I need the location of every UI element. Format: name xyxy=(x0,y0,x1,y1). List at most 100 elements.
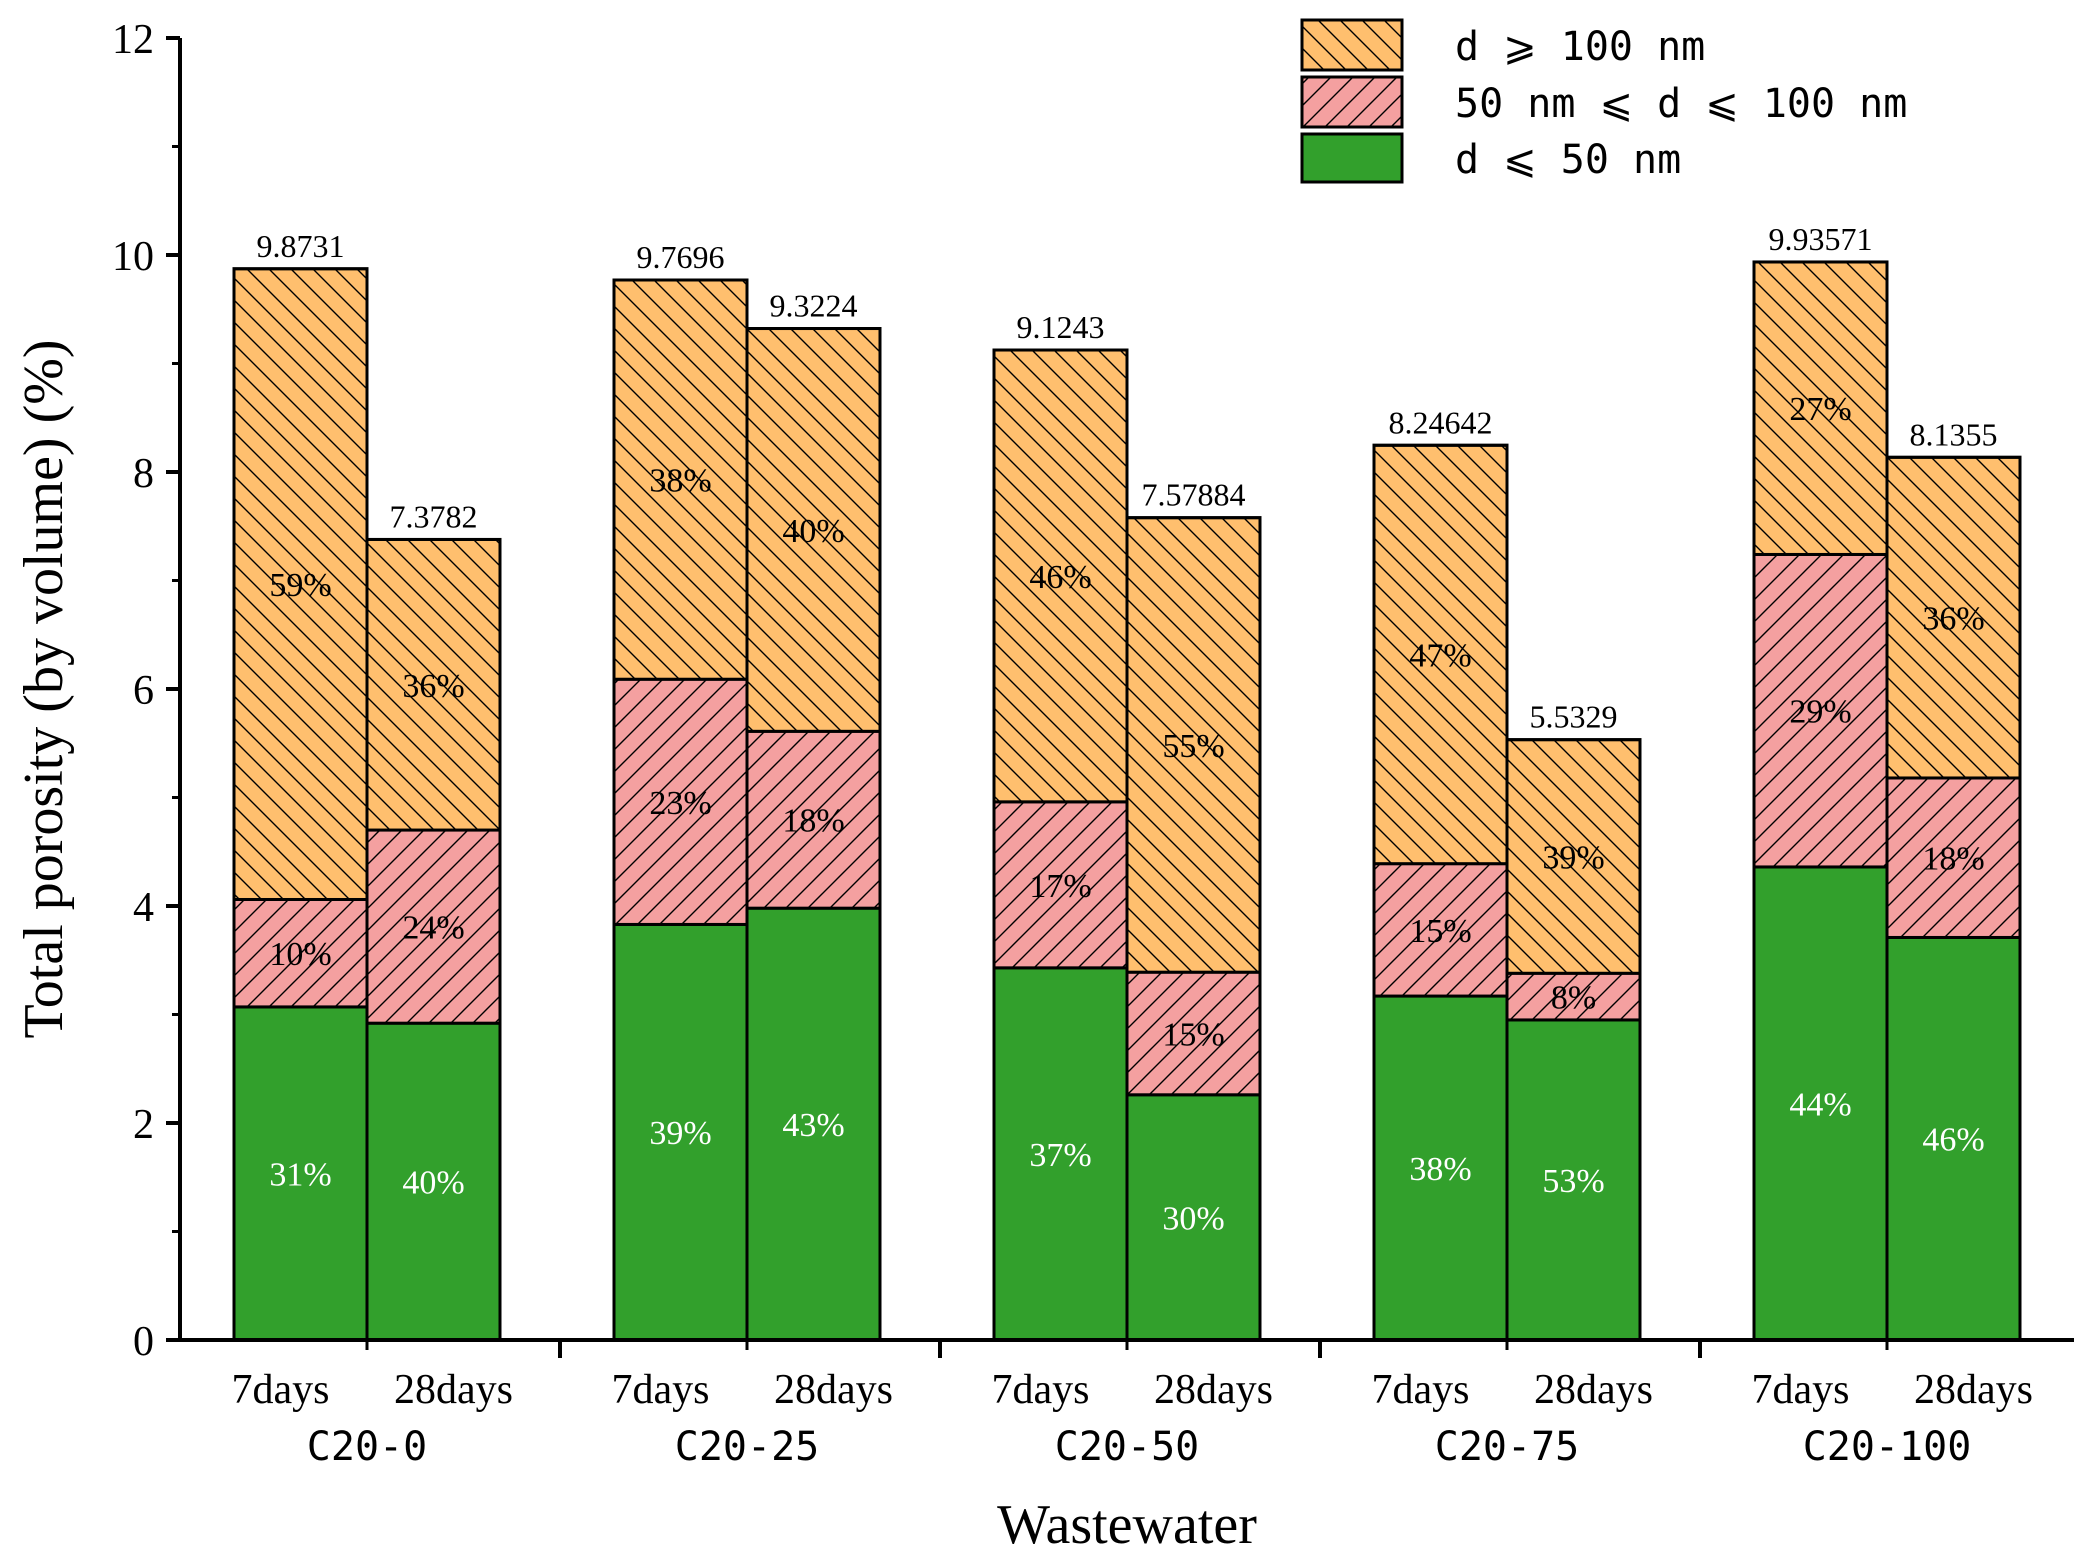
segment-percent-label: 18% xyxy=(1922,841,1984,878)
y-axis: 0 2 4 6 8 10 12 xyxy=(112,17,180,1365)
bar-segment xyxy=(1125,1093,1262,1342)
bar-age-label: 7days xyxy=(232,1367,330,1413)
bar-total-label: 7.57884 xyxy=(1142,477,1246,513)
y-tick-label: 0 xyxy=(133,1319,154,1365)
bar-total-label: 9.1243 xyxy=(1017,309,1105,345)
y-tick-label: 8 xyxy=(133,451,154,497)
bar-total-label: 8.1355 xyxy=(1910,416,1998,452)
y-tick-label: 2 xyxy=(133,1102,154,1148)
legend-label-large-pores: d ⩾ 100 nm xyxy=(1455,24,1705,70)
legend-swatch-medium-pores-hatch xyxy=(1302,77,1402,127)
segment-percent-label: 43% xyxy=(782,1107,844,1144)
bar-segment-hatch xyxy=(747,731,880,909)
bar-segment xyxy=(1372,994,1509,1342)
segment-percent-label: 38% xyxy=(1409,1151,1471,1188)
bar-segment-hatch xyxy=(1887,777,2020,938)
y-tick-label: 6 xyxy=(133,668,154,714)
x-axis-title: Wastewater xyxy=(997,1494,1257,1556)
segment-percent-label: 46% xyxy=(1029,559,1091,596)
group-label: C20-75 xyxy=(1435,1424,1580,1470)
bar-total-label: 9.93571 xyxy=(1769,221,1873,257)
bar-segment-hatch xyxy=(1374,445,1507,864)
bar-segment-hatch xyxy=(1887,457,2020,778)
bar-segment-hatch xyxy=(234,899,367,1007)
legend: d ⩾ 100 nm 50 nm ⩽ d ⩽ 100 nm d ⩽ 50 nm xyxy=(1300,18,1907,184)
bar-segment xyxy=(232,1005,369,1342)
bar-segment-hatch xyxy=(747,328,880,732)
bar-total-label: 7.3782 xyxy=(390,498,478,534)
segment-percent-label: 47% xyxy=(1409,637,1471,674)
segment-percent-label: 8% xyxy=(1551,980,1596,1017)
segment-percent-label: 29% xyxy=(1789,694,1851,731)
group-label: C20-25 xyxy=(675,1424,820,1470)
legend-label-small-pores: d ⩽ 50 nm xyxy=(1455,137,1681,183)
segment-percent-label: 40% xyxy=(402,1165,464,1202)
group-label: C20-0 xyxy=(307,1424,427,1470)
bar-segment-hatch xyxy=(1507,739,1640,974)
segment-percent-label: 37% xyxy=(1029,1137,1091,1174)
y-tick-label: 4 xyxy=(133,885,154,931)
bar-total-label: 5.5329 xyxy=(1530,699,1618,735)
bar-segment xyxy=(1752,865,1889,1342)
segment-percent-label: 40% xyxy=(782,513,844,550)
bar-segment-hatch xyxy=(1127,972,1260,1095)
legend-swatch-small-pores xyxy=(1300,132,1404,184)
segment-percent-label: 23% xyxy=(649,785,711,822)
segment-percent-label: 53% xyxy=(1542,1163,1604,1200)
segment-percent-label: 55% xyxy=(1162,728,1224,765)
group-label: C20-100 xyxy=(1803,1424,1972,1470)
bar-total-label: 8.24642 xyxy=(1389,404,1493,440)
bar-segment-hatch xyxy=(1754,261,1887,555)
legend-label-medium-pores: 50 nm ⩽ d ⩽ 100 nm xyxy=(1455,81,1907,127)
segment-percent-label: 36% xyxy=(402,668,464,705)
segment-percent-label: 39% xyxy=(1542,839,1604,876)
bar-segment-hatch xyxy=(1127,517,1260,973)
segment-percent-label: 38% xyxy=(649,463,711,500)
bar-segment-hatch xyxy=(1507,973,1640,1020)
legend-swatch-large-pores-hatch xyxy=(1302,20,1402,70)
bar-age-label: 28days xyxy=(774,1367,893,1413)
segment-percent-label: 31% xyxy=(269,1156,331,1193)
segment-percent-label: 18% xyxy=(782,803,844,840)
segment-percent-label: 17% xyxy=(1029,868,1091,905)
segment-percent-label: 15% xyxy=(1409,913,1471,950)
bar-segment-hatch xyxy=(614,279,747,680)
segment-percent-label: 36% xyxy=(1922,601,1984,638)
bar-age-label: 7days xyxy=(612,1367,710,1413)
bar-age-label: 28days xyxy=(1154,1367,1273,1413)
y-tick-label: 12 xyxy=(112,17,154,63)
bar-age-label: 7days xyxy=(1372,1367,1470,1413)
bar-segment-hatch xyxy=(234,268,367,900)
segment-percent-label: 46% xyxy=(1922,1122,1984,1159)
y-axis-title: Total porosity (by volume) (%) xyxy=(13,339,75,1038)
bar-age-label: 28days xyxy=(394,1367,513,1413)
bar-segment-hatch xyxy=(614,679,747,925)
bar-segment-hatch xyxy=(994,350,1127,802)
bar-segment xyxy=(992,966,1129,1342)
bar-age-label: 28days xyxy=(1914,1367,2033,1413)
bar-segment-hatch xyxy=(367,539,500,831)
bar-total-label: 9.7696 xyxy=(637,239,725,275)
bar-age-label: 7days xyxy=(992,1367,1090,1413)
segment-percent-label: 30% xyxy=(1162,1200,1224,1237)
y-tick-label: 10 xyxy=(112,234,154,280)
segment-percent-label: 15% xyxy=(1162,1016,1224,1053)
bar-total-label: 9.8731 xyxy=(257,228,345,264)
x-axis: 7days 28days C20-0 7days 28days C20-25 7days 28… xyxy=(232,1340,2033,1470)
bar-segment-hatch xyxy=(994,801,1127,968)
bar-segment-hatch xyxy=(367,830,500,1024)
segment-percent-label: 59% xyxy=(269,567,331,604)
bar-segment-hatch xyxy=(1374,863,1507,997)
bars-layer: 31% 10% 59% 9.8731 40% 24% 36% 7.3782 39% 23% 38% 9… xyxy=(232,221,2022,1342)
segment-percent-label: 10% xyxy=(269,936,331,973)
segment-percent-label: 24% xyxy=(402,910,464,947)
bar-age-label: 28days xyxy=(1534,1367,1653,1413)
segment-percent-label: 39% xyxy=(649,1115,711,1152)
segment-percent-label: 27% xyxy=(1789,391,1851,428)
group-label: C20-50 xyxy=(1055,1424,1200,1470)
bar-total-label: 9.3224 xyxy=(770,288,858,324)
bar-segment-hatch xyxy=(1754,554,1887,867)
bar-age-label: 7days xyxy=(1752,1367,1850,1413)
segment-percent-label: 44% xyxy=(1789,1086,1851,1123)
